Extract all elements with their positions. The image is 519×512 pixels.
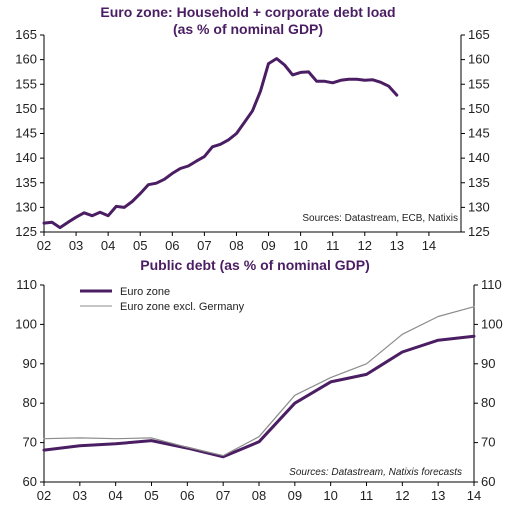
- x-tick-label: 07: [197, 238, 211, 253]
- y-tick-label-right: 150: [468, 101, 490, 116]
- x-tick-label: 09: [288, 488, 302, 503]
- y-tick-label-right: 135: [468, 175, 490, 190]
- legend-label-euro-zone: Euro zone: [120, 286, 170, 298]
- series-line-1-1: [43, 306, 475, 457]
- y-tick-label-left: 155: [15, 76, 37, 91]
- y-tick-label-right: 130: [468, 199, 490, 214]
- chart-top-source: Sources: Datastream, ECB, Natixis: [302, 213, 458, 224]
- y-tick-label-left: 80: [23, 395, 37, 410]
- y-tick-label-right: 100: [481, 316, 503, 331]
- y-tick-label-right: 160: [468, 52, 490, 67]
- y-tick-label-left: 130: [15, 199, 37, 214]
- x-tick-label: 11: [360, 488, 374, 503]
- x-tick-label: 06: [165, 238, 179, 253]
- x-tick-label: 04: [108, 488, 122, 503]
- y-tick-label-left: 145: [15, 126, 37, 141]
- y-tick-label-left: 135: [15, 175, 37, 190]
- x-tick-label: 10: [293, 238, 307, 253]
- chart-bottom-source: Sources: Datastream, Natixis forecasts: [289, 467, 462, 478]
- x-tick-label: 13: [390, 238, 404, 253]
- x-tick-label: 12: [358, 238, 372, 253]
- y-tick-label-left: 140: [15, 150, 37, 165]
- y-tick-label-left: 100: [15, 316, 37, 331]
- y-tick-label-left: 90: [23, 356, 37, 371]
- y-tick-label-right: 165: [468, 27, 490, 42]
- y-tick-label-right: 80: [481, 395, 495, 410]
- x-tick-label: 08: [252, 488, 266, 503]
- y-tick-label-left: 160: [15, 52, 37, 67]
- y-tick-label-left: 165: [15, 27, 37, 42]
- series-line-0-0: [42, 57, 399, 230]
- y-tick-label-right: 125: [468, 224, 490, 239]
- x-tick-label: 11: [326, 238, 340, 253]
- y-tick-label-left: 150: [15, 101, 37, 116]
- y-tick-label-left: 60: [23, 474, 37, 489]
- series-line-1-0: [42, 334, 476, 459]
- chart-bottom: Public debt (as % of nominal GDP) 60 70 80…: [15, 257, 502, 503]
- x-tick-label: 10: [323, 488, 337, 503]
- y-tick-label-right: 70: [481, 435, 495, 450]
- y-tick-label-left: 125: [15, 224, 37, 239]
- x-tick-label: 07: [216, 488, 230, 503]
- y-tick-label-right: 110: [481, 277, 502, 292]
- chart-top-title: Euro zone: Household + corporate debt lo…: [100, 4, 395, 20]
- x-tick-label: 06: [180, 488, 194, 503]
- x-tick-label: 04: [101, 238, 115, 253]
- x-tick-label: 13: [431, 488, 445, 503]
- x-tick-label: 02: [37, 488, 51, 503]
- x-tick-label: 09: [261, 238, 275, 253]
- y-tick-label-right: 140: [468, 150, 490, 165]
- legend-label-euro-zone-excl-germany: Euro zone excl. Germany: [120, 301, 245, 313]
- y-tick-label-right: 155: [468, 76, 490, 91]
- chart-top-subtitle: (as % of nominal GDP): [173, 21, 323, 37]
- x-tick-label: 05: [144, 488, 158, 503]
- x-tick-label: 14: [422, 238, 436, 253]
- y-tick-label-right: 90: [481, 356, 495, 371]
- x-tick-label: 02: [37, 238, 51, 253]
- x-tick-label: 05: [133, 238, 147, 253]
- x-tick-label: 14: [467, 488, 481, 503]
- chart-top: Euro zone: Household + corporate debt lo…: [15, 4, 489, 253]
- x-tick-label: 03: [73, 488, 87, 503]
- chart-bottom-legend: Euro zone Euro zone excl. Germany: [80, 286, 245, 313]
- chart-bottom-title: Public debt (as % of nominal GDP): [140, 257, 369, 273]
- y-tick-label-left: 70: [23, 435, 37, 450]
- y-tick-label-right: 145: [468, 126, 490, 141]
- y-tick-label-right: 60: [481, 474, 495, 489]
- x-tick-label: 12: [395, 488, 409, 503]
- y-tick-label-left: 110: [16, 277, 37, 292]
- x-tick-label: 03: [69, 238, 83, 253]
- x-tick-label: 08: [229, 238, 243, 253]
